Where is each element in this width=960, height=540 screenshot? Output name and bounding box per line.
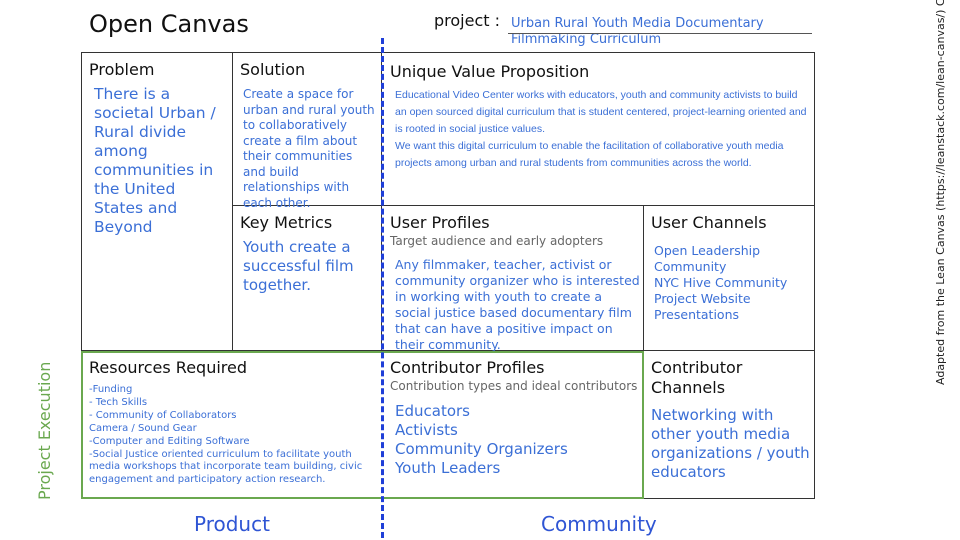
user-channels-list: Open Leadership Community NYC Hive Commu… — [651, 243, 811, 323]
list-item: -Computer and Editing Software — [89, 435, 250, 447]
list-item: Project Website — [654, 291, 751, 306]
project-execution-label: Project Execution — [35, 361, 54, 500]
user-channels-section: User Channels Open Leadership Community … — [651, 213, 811, 323]
user-profiles-text: Any filmmaker, teacher, activist or comm… — [395, 257, 640, 352]
project-execution-box — [81, 351, 644, 499]
contributor-channels-text: Networking with other youth media organi… — [651, 406, 810, 481]
user-profiles-section: User Profiles Target audience and early … — [390, 213, 640, 353]
solution-section: Solution Create a space for urban and ru… — [240, 60, 378, 211]
list-item: Youth Leaders — [395, 459, 501, 477]
uvp-text-2: We want this digital curriculum to enabl… — [395, 140, 784, 169]
uvp-heading: Unique Value Proposition — [390, 62, 590, 81]
resources-heading: Resources Required — [89, 358, 248, 377]
list-item: - Community of Collaborators — [89, 409, 237, 421]
project-name: Urban Rural Youth Media Documentary Film… — [511, 16, 764, 47]
product-community-divider — [381, 38, 384, 538]
user-channels-heading: User Channels — [651, 213, 767, 232]
project-label: project : — [434, 11, 501, 30]
contributor-channels-section: Contributor Channels Networking with oth… — [651, 358, 811, 482]
contributor-channels-heading: Contributor Channels — [651, 358, 743, 397]
product-label: Product — [194, 512, 270, 536]
solution-text: Create a space for urban and rural youth… — [243, 87, 375, 210]
list-item: -Funding — [89, 384, 133, 395]
grid-divider — [232, 205, 815, 206]
list-item: NYC Hive Community — [654, 275, 788, 290]
user-profiles-heading: User Profiles — [390, 213, 490, 232]
contributor-profiles-subtitle: Contribution types and ideal contributor… — [390, 379, 638, 393]
list-item: Community Organizers — [395, 440, 568, 458]
user-profiles-subtitle: Target audience and early adopters — [390, 234, 604, 248]
list-item: Presentations — [654, 307, 740, 322]
problem-section: Problem There is a societal Urban / Rura… — [89, 60, 227, 237]
key-metrics-section: Key Metrics Youth create a successful fi… — [240, 213, 378, 295]
grid-divider — [232, 52, 233, 350]
project-underline — [508, 33, 812, 34]
key-metrics-heading: Key Metrics — [240, 213, 333, 232]
resources-list: -Funding - Tech Skills - Community of Co… — [89, 384, 377, 487]
resources-section: Resources Required -Funding - Tech Skill… — [89, 358, 377, 487]
credit-text: Adapted from the Lean Canvas (https://le… — [934, 0, 947, 385]
key-metrics-text: Youth create a successful film together. — [243, 238, 354, 294]
list-item: Educators — [395, 402, 470, 420]
canvas-title: Open Canvas — [89, 10, 249, 38]
grid-divider — [81, 350, 815, 351]
contributor-profiles-heading: Contributor Profiles — [390, 358, 545, 377]
contributor-profiles-list: Educators Activists Community Organizers… — [390, 402, 640, 478]
uvp-section: Unique Value Proposition Educational Vid… — [390, 62, 808, 172]
list-item: Open Leadership Community — [654, 243, 761, 274]
solution-heading: Solution — [240, 60, 306, 79]
contributor-profiles-section: Contributor Profiles Contribution types … — [390, 358, 640, 478]
list-item: Activists — [395, 421, 458, 439]
problem-text: There is a societal Urban / Rural divide… — [94, 85, 216, 236]
problem-heading: Problem — [89, 60, 155, 79]
uvp-text: Educational Video Center works with educ… — [395, 89, 807, 135]
list-item: Camera / Sound Gear — [89, 422, 197, 434]
list-item: -Social Justice oriented curriculum to f… — [89, 448, 363, 486]
list-item: - Tech Skills — [89, 396, 148, 408]
community-label: Community — [541, 512, 657, 536]
